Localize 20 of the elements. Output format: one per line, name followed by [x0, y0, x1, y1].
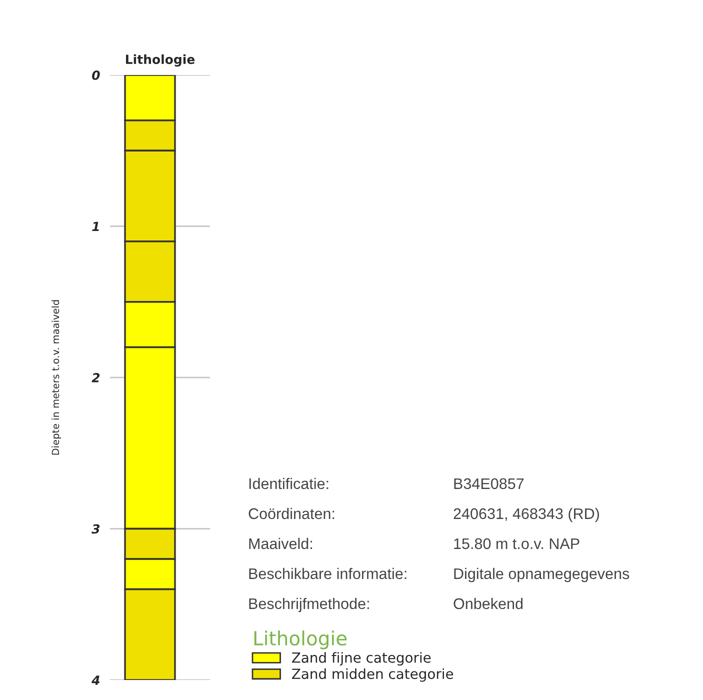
y-tick-label: 0: [92, 70, 100, 80]
text: 15.80 m t.o.v. NAP: [454, 538, 580, 550]
text: Onbekend: [454, 598, 523, 610]
text: Maaiveld:: [249, 538, 312, 550]
y-tick-label: 3: [92, 524, 100, 534]
text: Beschikbare informatie:: [249, 568, 406, 580]
text: 240631, 468343 (RD): [454, 508, 599, 522]
text: Digitale opnamegegevens: [454, 568, 630, 582]
legend-title: Lithologie: [254, 630, 347, 650]
legend-label: Zand fijne categorie: [292, 652, 431, 666]
y-tick-label: 4: [92, 676, 100, 685]
legend-label: Zand midden categorie: [292, 668, 454, 682]
text: Identificatie:: [249, 478, 328, 490]
text: B34E0857: [454, 478, 524, 490]
text: Coördinaten:: [248, 508, 334, 520]
text: Beschrijfmethode:: [249, 598, 369, 612]
chart-title: Lithologie: [126, 54, 195, 67]
y-tick-label: 2: [92, 372, 100, 382]
y-axis-title: Diepte in meters t.o.v. maaiveld: [52, 300, 62, 455]
y-tick-label: 1: [92, 222, 99, 231]
